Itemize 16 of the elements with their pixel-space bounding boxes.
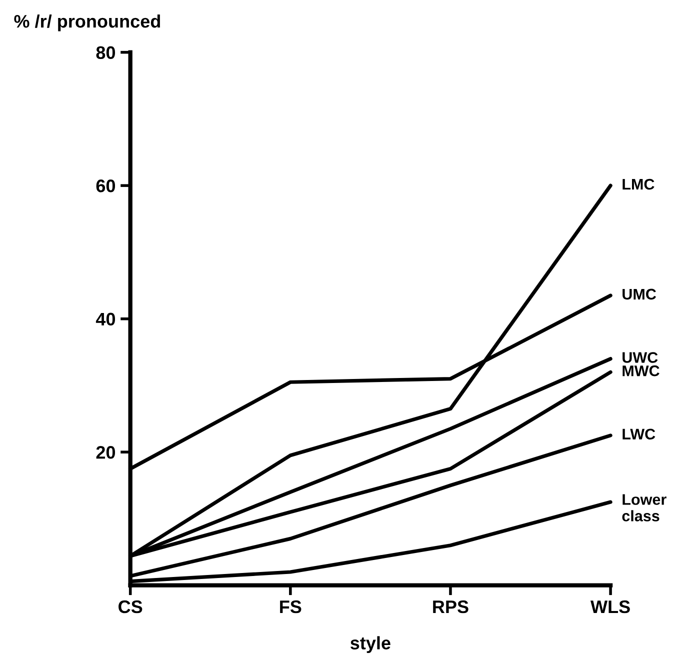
- series-label: LMC: [622, 178, 654, 190]
- series-label: UWC: [622, 352, 658, 363]
- y-tick-label: 20: [96, 446, 116, 459]
- series-label: UMC: [622, 288, 656, 300]
- x-tick-label: FS: [280, 600, 302, 614]
- x-axis-title: style: [350, 636, 390, 654]
- y-tick-label: 60: [96, 180, 116, 192]
- x-tick-label: WLS: [590, 600, 630, 614]
- y-tick-label: 80: [96, 46, 116, 60]
- y-axis-title: % /r/ pronounced: [14, 14, 160, 32]
- series-label: Lower class: [622, 494, 666, 522]
- x-tick-label: CS: [118, 600, 142, 614]
- series-label: LWC: [622, 428, 656, 440]
- y-tick-label: 40: [96, 312, 116, 326]
- series-label: MWC: [622, 365, 660, 376]
- x-tick-label: RPS: [433, 600, 468, 614]
